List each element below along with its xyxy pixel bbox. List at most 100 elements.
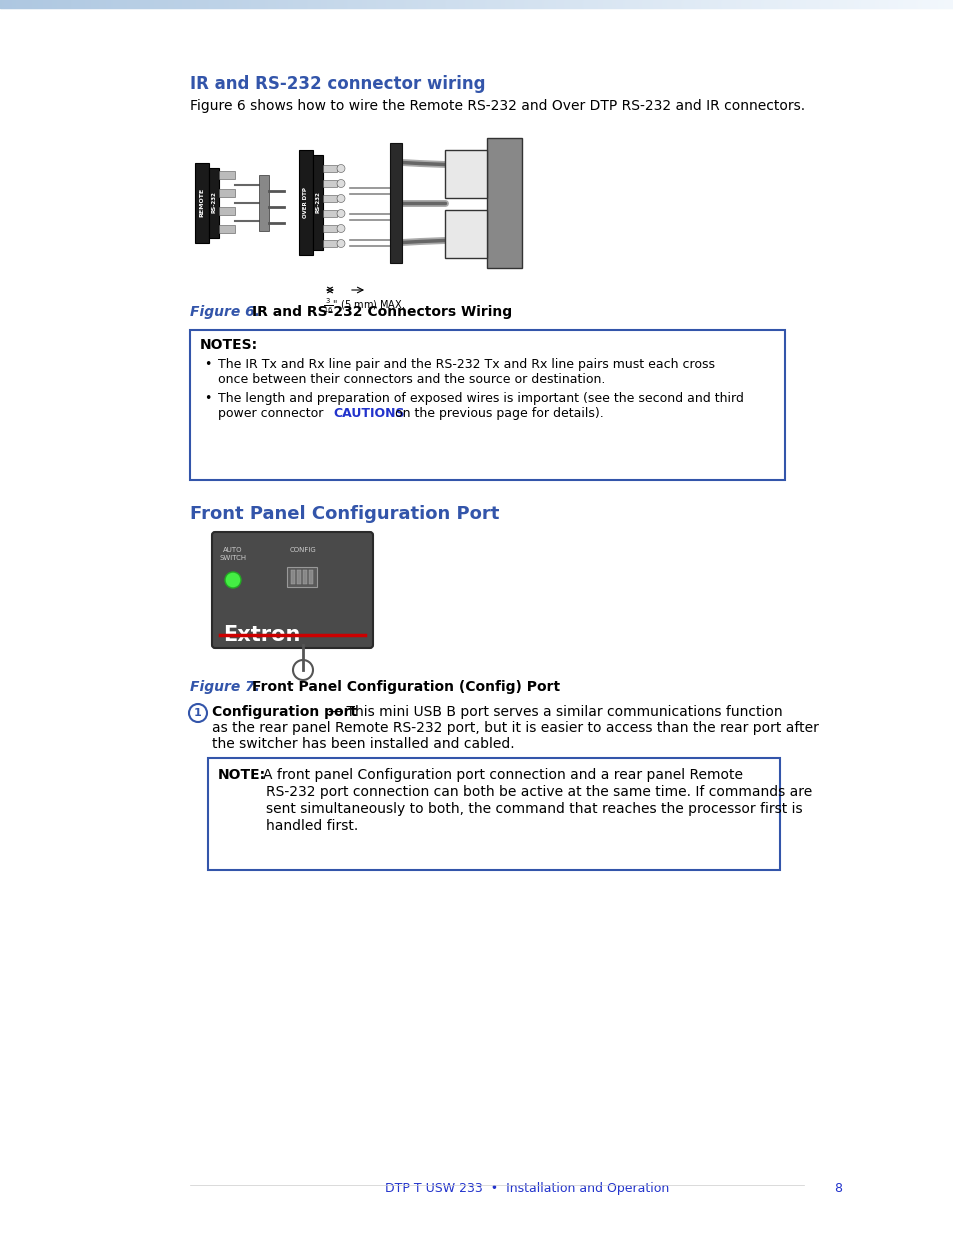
Bar: [351, 0, 352, 7]
Bar: [471, 0, 472, 7]
Bar: [571, 0, 572, 7]
Bar: [718, 0, 719, 7]
Bar: [574, 0, 575, 7]
Bar: [320, 0, 322, 7]
Bar: [136, 0, 137, 7]
Bar: [905, 0, 906, 7]
Text: handled first.: handled first.: [266, 819, 358, 832]
Bar: [775, 0, 776, 7]
Circle shape: [336, 210, 345, 217]
Bar: [716, 0, 717, 7]
Bar: [908, 0, 909, 7]
Bar: [331, 0, 332, 7]
Bar: [835, 0, 836, 7]
Bar: [149, 0, 150, 7]
Bar: [314, 0, 315, 7]
Bar: [686, 0, 687, 7]
Bar: [877, 0, 878, 7]
Bar: [62, 0, 63, 7]
Bar: [376, 0, 377, 7]
Bar: [173, 0, 174, 7]
Bar: [116, 0, 117, 7]
Text: IR and RS-232 Connectors Wiring: IR and RS-232 Connectors Wiring: [252, 305, 512, 319]
Bar: [914, 0, 915, 7]
Bar: [836, 0, 837, 7]
Bar: [937, 0, 938, 7]
Bar: [419, 0, 420, 7]
Bar: [265, 0, 266, 7]
Bar: [29, 0, 30, 7]
Bar: [497, 0, 498, 7]
Bar: [8, 0, 9, 7]
Bar: [15, 0, 16, 7]
Bar: [786, 0, 787, 7]
Bar: [599, 0, 600, 7]
Bar: [437, 0, 438, 7]
Bar: [355, 0, 356, 7]
Bar: [658, 0, 659, 7]
Bar: [264, 0, 265, 7]
Bar: [767, 0, 768, 7]
Bar: [683, 0, 684, 7]
Bar: [135, 0, 136, 7]
Bar: [295, 0, 296, 7]
Bar: [183, 0, 184, 7]
Bar: [774, 0, 775, 7]
Bar: [7, 0, 8, 7]
Bar: [169, 0, 170, 7]
Bar: [496, 0, 497, 7]
Bar: [444, 0, 446, 7]
Bar: [268, 0, 269, 7]
Bar: [581, 0, 582, 7]
Bar: [289, 0, 290, 7]
Bar: [811, 0, 812, 7]
Bar: [519, 0, 520, 7]
Bar: [818, 0, 820, 7]
Bar: [32, 0, 33, 7]
Bar: [804, 0, 805, 7]
Bar: [856, 0, 857, 7]
Bar: [917, 0, 918, 7]
Bar: [276, 0, 277, 7]
Bar: [633, 0, 634, 7]
Bar: [738, 0, 739, 7]
Text: NOTE:: NOTE:: [218, 768, 266, 782]
Bar: [664, 0, 665, 7]
Bar: [802, 0, 803, 7]
Text: RS-232: RS-232: [212, 191, 216, 214]
Bar: [780, 0, 781, 7]
Bar: [224, 0, 225, 7]
Bar: [206, 0, 207, 7]
Bar: [439, 0, 440, 7]
Bar: [592, 0, 593, 7]
Bar: [218, 0, 219, 7]
Bar: [74, 0, 75, 7]
Bar: [272, 0, 273, 7]
Bar: [287, 0, 288, 7]
Text: CAUTIONS: CAUTIONS: [333, 408, 404, 420]
Bar: [73, 0, 74, 7]
Bar: [619, 0, 620, 7]
Bar: [407, 0, 408, 7]
Bar: [682, 0, 683, 7]
Bar: [247, 0, 248, 7]
Bar: [630, 0, 631, 7]
Bar: [163, 0, 164, 7]
Bar: [195, 0, 196, 7]
Bar: [461, 0, 462, 7]
Bar: [920, 0, 921, 7]
Bar: [724, 0, 725, 7]
Bar: [219, 206, 234, 215]
Bar: [776, 0, 778, 7]
Bar: [367, 0, 368, 7]
Bar: [240, 0, 241, 7]
Bar: [495, 0, 496, 7]
Bar: [252, 0, 253, 7]
Bar: [97, 0, 98, 7]
Bar: [770, 0, 771, 7]
Bar: [854, 0, 855, 7]
Bar: [880, 0, 882, 7]
Bar: [52, 0, 53, 7]
Bar: [113, 0, 115, 7]
Bar: [452, 0, 453, 7]
